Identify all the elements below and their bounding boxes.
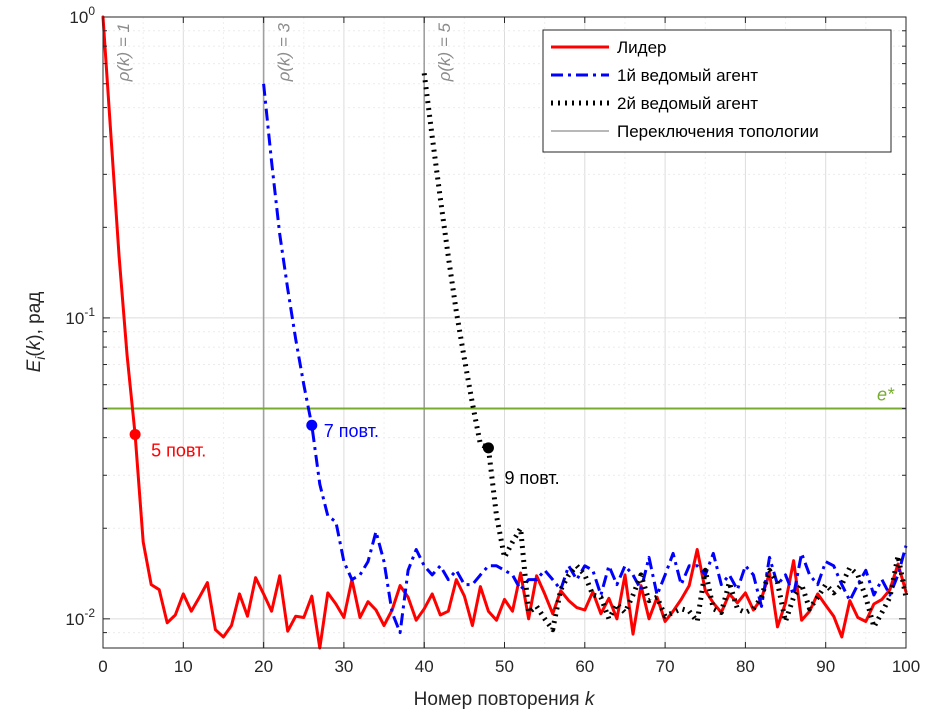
x-axis-title: Номер повторения k [414,689,596,710]
series-line-1 [101,15,908,650]
axes: 0 10 20 30 40 50 60 70 80 90 100 100 10-1 10-2 [65,4,920,676]
reach-marker [129,428,141,440]
reach-marker [482,442,494,454]
reach-marker-label: 5 повт. [151,440,206,460]
legend: Лидер 1й ведомый агент 2й ведомый агент Пер… [542,29,892,153]
legend-label: Переключения топологии [617,122,819,141]
x-tick-label: 30 [334,657,353,676]
x-tick-label: 70 [656,657,675,676]
legend-label: 2й ведомый агент [617,94,758,113]
threshold-label: e* [877,385,895,405]
y-axis-title: Ei(k), рад [24,292,48,373]
threshold-line-group: e* [103,385,906,410]
x-tick-label: 50 [495,657,514,676]
series-line-3 [421,72,909,633]
x-tick-label: 80 [736,657,755,676]
y-tick-label: 100 [69,4,95,27]
legend-label: 1й ведомый агент [617,66,758,85]
reach-marker-label: 9 повт. [504,468,559,488]
topology-switch-label: ρ(k) = 3 [275,22,294,82]
series-lines [101,15,909,650]
topology-switch-label: ρ(k) = 5 [435,22,454,82]
x-tick-label: 0 [98,657,107,676]
x-tick-label: 10 [174,657,193,676]
y-tick-label: 10-2 [65,606,95,629]
reach-marker-label: 7 повт. [324,421,379,441]
y-tick-label: 10-1 [65,305,95,328]
markers: 5 повт. 7 повт. 9 повт. [129,419,560,488]
topology-switch-label: ρ(k) = 1 [114,23,133,82]
x-tick-label: 90 [816,657,835,676]
x-tick-label: 20 [254,657,273,676]
x-tick-label: 60 [575,657,594,676]
series-line-2 [262,83,908,635]
topology-switch-lines: ρ(k) = 1 ρ(k) = 3 ρ(k) = 5 [114,17,454,648]
x-tick-label: 40 [415,657,434,676]
legend-label: Лидер [617,38,666,57]
reach-marker [306,419,318,431]
x-tick-label: 100 [892,657,920,676]
